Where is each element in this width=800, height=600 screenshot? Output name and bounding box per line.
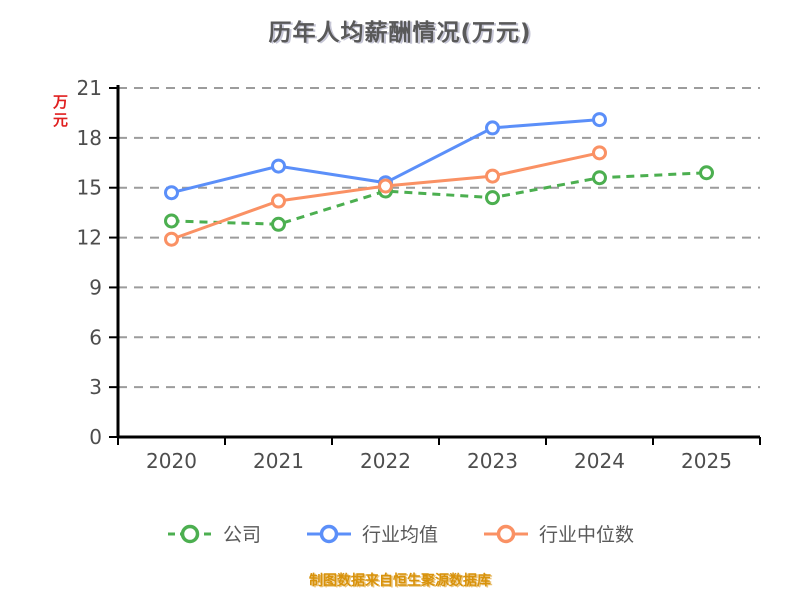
legend-marker-icon: [306, 524, 351, 543]
legend-label: 公司: [222, 524, 261, 546]
legend-item-1[interactable]: 行业均值: [305, 520, 438, 547]
y-tick-label: 9: [89, 275, 102, 299]
legend-label: 行业均值: [361, 524, 438, 546]
y-tick-label: 6: [89, 325, 102, 349]
x-tick-label: 2021: [253, 449, 304, 472]
data-point-marker: [271, 158, 286, 174]
legend-item-2[interactable]: 行业中位数: [482, 520, 634, 547]
legend-marker-icon: [484, 524, 528, 543]
data-source-note: 制图数据来自恒生聚源数据库: [309, 573, 491, 589]
y-tick-label: 0: [89, 425, 102, 449]
data-point-marker: [699, 165, 714, 181]
x-tick-label: 2024: [574, 449, 625, 472]
data-point-marker: [485, 190, 500, 206]
y-tick-label: 21: [77, 76, 102, 100]
y-axis-unit-label: 万元: [51, 94, 69, 130]
x-tick-label: 2020: [146, 449, 197, 472]
y-tick-label: 12: [77, 226, 102, 250]
x-tick-label: 2023: [467, 449, 518, 472]
data-point-marker: [592, 145, 607, 161]
data-point-marker: [592, 170, 607, 186]
chart-title: 历年人均薪酬情况(万元): [268, 20, 532, 46]
data-point-marker: [271, 193, 286, 209]
data-point-marker: [271, 216, 286, 232]
data-point-marker: [592, 112, 607, 128]
y-tick-label: 3: [89, 375, 102, 399]
y-tick-label: 15: [77, 176, 102, 200]
x-tick-label: 2022: [360, 449, 411, 472]
line-chart: 0 3 6 9 12 15 18 21 2020 2021 2022 2023 2024 2025: [77, 76, 761, 472]
legend-marker-icon: [167, 524, 212, 543]
data-point-marker: [378, 178, 393, 194]
data-point-marker: [164, 185, 179, 201]
series-line: [171, 171, 707, 226]
legend-item-0[interactable]: 公司: [166, 520, 261, 547]
data-point-marker: [164, 213, 179, 229]
data-point-marker: [164, 231, 179, 247]
data-point-marker: [485, 168, 500, 184]
chart-legend: 公司 行业均值 行业中位数: [0, 520, 800, 547]
x-tick-label: 2025: [681, 449, 732, 472]
legend-label: 行业中位数: [539, 524, 635, 546]
data-point-marker: [485, 120, 500, 136]
y-tick-label: 18: [77, 126, 102, 150]
